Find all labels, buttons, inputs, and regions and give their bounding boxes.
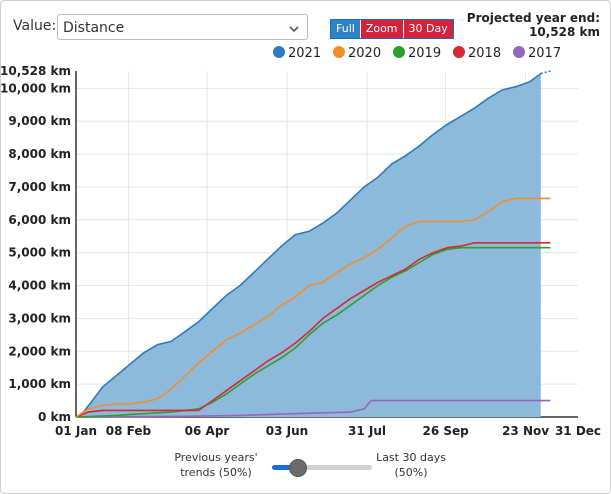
y-tick-label: 10,000 km <box>1 81 71 95</box>
x-tick-label: 08 Feb <box>106 424 152 438</box>
x-tick-label: 23 Nov <box>502 424 549 438</box>
legend-label-2018[interactable]: 2018 <box>468 46 501 61</box>
y-tick-label: 7,000 km <box>8 180 71 194</box>
legend-marker-2018 <box>453 46 465 58</box>
previous-years-line1: Previous years' <box>171 450 261 465</box>
slider-knob[interactable] <box>289 459 307 477</box>
y-tick-label: 2,000 km <box>8 344 71 358</box>
last-30-days-line2: (50%) <box>371 465 451 480</box>
y-tick-label: 0 km <box>38 410 71 424</box>
trend-slider[interactable] <box>272 459 372 477</box>
y-tick-label: 4,000 km <box>8 279 71 293</box>
series-2021-area <box>76 74 541 417</box>
previous-years-label: Previous years' trends (50%) <box>171 450 261 480</box>
legend-label-2021[interactable]: 2021 <box>288 46 321 61</box>
y-tick-label: 5,000 km <box>8 246 71 260</box>
x-tick-label: 31 Dec <box>555 424 601 438</box>
legend-marker-2017 <box>513 46 525 58</box>
chart-widget: Value: Distance Full Zoom 30 Day Project… <box>0 0 611 494</box>
y-tick-label: 6,000 km <box>8 213 71 227</box>
previous-years-line2: trends (50%) <box>171 465 261 480</box>
last-30-days-label: Last 30 days (50%) <box>371 450 451 480</box>
x-tick-label: 01 Jan <box>55 424 97 438</box>
legend-marker-2021 <box>273 46 285 58</box>
y-tick-label: 3,000 km <box>8 311 71 325</box>
legend-marker-2020 <box>333 46 345 58</box>
legend-label-2020[interactable]: 2020 <box>348 46 381 61</box>
last-30-days-line1: Last 30 days <box>371 450 451 465</box>
y-tick-label: 9,000 km <box>8 114 71 128</box>
y-tick-label: 1,000 km <box>8 377 71 391</box>
x-tick-label: 03 Jun <box>266 424 308 438</box>
y-tick-label: 10,528 km <box>1 64 71 78</box>
legend-label-2019[interactable]: 2019 <box>408 46 441 61</box>
x-tick-label: 26 Sep <box>422 424 469 438</box>
distance-chart: 0 km 1,000 km 2,000 km 3,000 km 4,000 km 5,00… <box>1 1 610 493</box>
y-tick-label: 8,000 km <box>8 147 71 161</box>
legend-label-2017[interactable]: 2017 <box>528 46 561 61</box>
series-2021-projection <box>541 71 551 74</box>
legend-marker-2019 <box>393 46 405 58</box>
x-tick-label: 06 Apr <box>185 424 230 438</box>
x-tick-label: 31 Jul <box>348 424 386 438</box>
